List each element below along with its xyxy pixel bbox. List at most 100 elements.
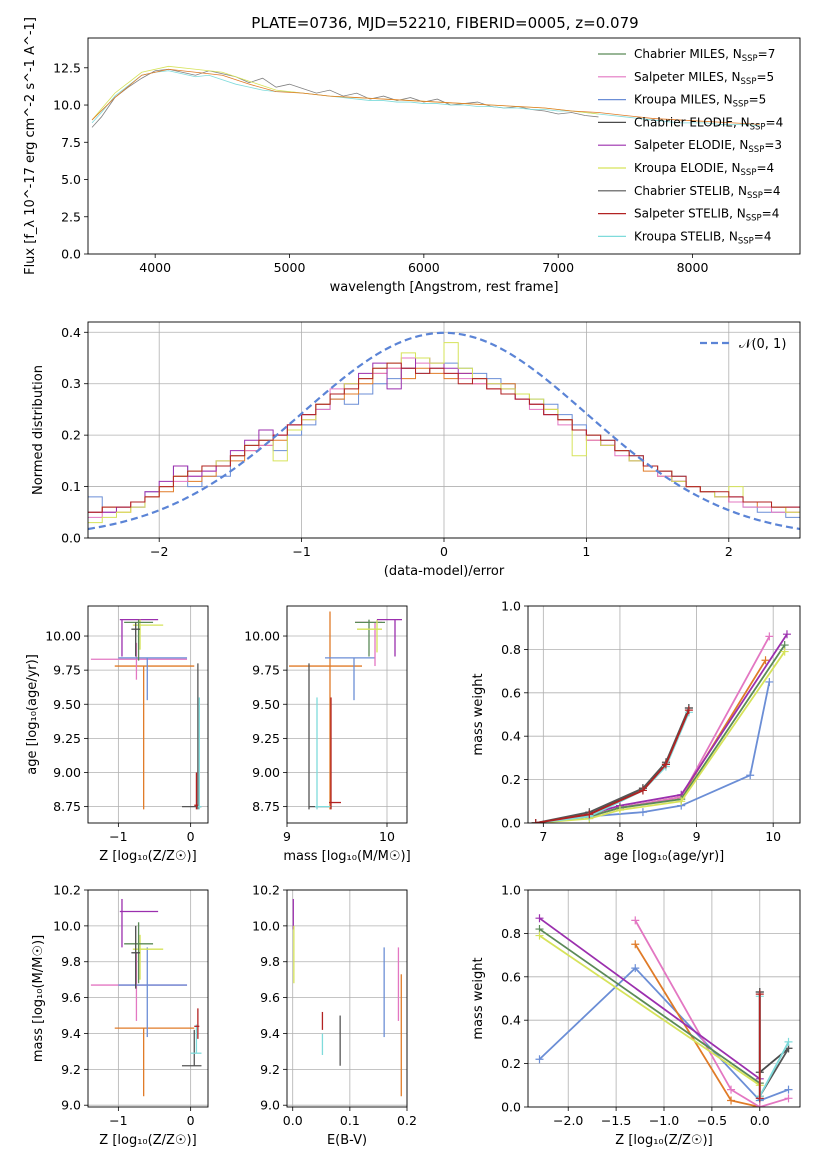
tick-label-y: 0.2 — [61, 428, 81, 443]
tick-label-y: 8.75 — [53, 799, 81, 814]
series-line-3 — [538, 917, 761, 1080]
gaussian-curve — [88, 331, 800, 531]
tick-label-y: 9.00 — [53, 765, 81, 780]
ylabel: Normed distribution — [31, 365, 46, 495]
tick-label-y: 0.6 — [501, 685, 521, 700]
axes-frame — [286, 605, 408, 824]
axes-frame — [87, 889, 209, 1108]
data-point — [761, 656, 770, 665]
series-line-3 — [535, 633, 788, 823]
data-point — [784, 1085, 793, 1094]
tick-label-y: 9.25 — [53, 731, 81, 746]
tick-label-x: 0.0 — [750, 1113, 770, 1128]
tick-label-y: 9.2 — [61, 1062, 81, 1077]
data-point — [755, 990, 764, 999]
data-point — [638, 808, 647, 817]
data-point — [535, 931, 544, 940]
series-line-5 — [538, 934, 761, 1087]
tick-label-y: 0.1 — [61, 479, 81, 494]
ylabel: age [log₁₀(age/yr)] — [25, 654, 40, 775]
tick-label-y: 10.00 — [45, 629, 81, 644]
data-point — [615, 805, 624, 814]
tick-label-x: 6000 — [408, 260, 440, 275]
series-line-3 — [91, 68, 760, 125]
data-point — [677, 797, 686, 806]
ylabel: mass weight — [471, 673, 486, 755]
legend-label: Kroupa STELIB, NSSP=4 — [634, 229, 772, 246]
chart-mass_weight_vs_age: 7 8 9 10 0.0 0.2 0.4 0.6 0.8 1.0 age [log₁₀(age/yr… — [471, 599, 801, 864]
axes-frame — [87, 605, 209, 824]
legend-label: Chabrier MILES, NSSP=7 — [634, 47, 775, 64]
legend-label: Kroupa MILES, NSSP=5 — [634, 93, 766, 110]
tick-label-x: −2 — [150, 544, 168, 559]
series-line-4 — [535, 644, 786, 823]
tick-label-x: 8000 — [677, 260, 709, 275]
tick-label-x: −0.5 — [697, 1113, 727, 1128]
chart-residuals: −2 −1 0 1 2 0.0 0.1 0.2 0.3 0.4 (data-model)/error… — [31, 321, 801, 579]
chart-mass_vs_Z: −1 0 9.0 9.2 9.4 9.6 9.8 10.0 10.2 Z [log₁₀(Z/Z☉)… — [31, 883, 209, 1148]
tick-label-x: −1 — [292, 544, 310, 559]
ylabel: mass weight — [471, 957, 486, 1039]
axes-frame — [286, 889, 408, 1108]
tick-label-x: 4000 — [139, 260, 171, 275]
tick-label-x: 0 — [187, 1113, 195, 1128]
tick-label-y: 9.8 — [260, 954, 280, 969]
tick-label-x: 0.2 — [397, 1113, 417, 1128]
tick-label-x: −1 — [109, 829, 127, 844]
data-point — [755, 1094, 764, 1103]
tick-label-y: 0.4 — [61, 325, 81, 340]
xlabel: (data-model)/error — [384, 564, 505, 579]
series-line-1 — [535, 659, 767, 823]
tick-label-y: 2.5 — [61, 209, 81, 224]
tick-label-y: 0.8 — [501, 642, 521, 657]
axes-frame — [87, 37, 801, 255]
tick-label-y: 7.5 — [61, 135, 81, 150]
plot-area-mass_vs_ebv — [292, 898, 402, 1097]
tick-label-x: 0.1 — [340, 1113, 360, 1128]
xlabel: Z [log₁₀(Z/Z☉)] — [99, 849, 196, 864]
tick-label-y: 12.5 — [53, 60, 81, 75]
tick-label-x: −1 — [109, 1113, 127, 1128]
tick-label-y: 1.0 — [501, 599, 521, 614]
ylabel: Flux [f_λ 10^-17 erg cm^-2 s^-1 A^-1] — [23, 17, 38, 275]
chart-age_vs_mass: 9 10 8.75 9.00 9.25 9.50 9.75 10.00 mass [log₁₀(… — [244, 605, 411, 864]
series-line-2 — [91, 65, 599, 121]
legend-label: Chabrier ELODIE, NSSP=4 — [634, 115, 783, 132]
xlabel: wavelength [Angstrom, rest frame] — [330, 280, 559, 295]
legend-label: Salpeter MILES, NSSP=5 — [634, 70, 774, 87]
data-point — [765, 677, 774, 686]
tick-label-y: 5.0 — [61, 172, 81, 187]
ylabel: mass [log₁₀(M/M☉)] — [31, 935, 46, 1062]
tick-label-x: 5000 — [274, 260, 306, 275]
tick-label-y: 9.50 — [53, 697, 81, 712]
legend-label: Salpeter ELODIE, NSSP=3 — [634, 138, 782, 155]
tick-label-y: 9.75 — [252, 663, 280, 678]
tick-label-y: 0.0 — [501, 1100, 521, 1115]
plot-area-age_vs_Z — [90, 618, 202, 810]
chart-spectrum: 4000 5000 6000 7000 8000 0.0 2.5 5.0 7.5 10.0 12.5… — [23, 17, 801, 295]
chart-age_vs_Z: −1 0 8.75 9.00 9.25 9.50 9.75 10.00 Z [log₁₀(Z/Z… — [25, 605, 209, 864]
tick-label-x: 0.0 — [283, 1113, 303, 1128]
tick-label-y: 1.0 — [501, 883, 521, 898]
tick-label-x: −2.0 — [553, 1113, 583, 1128]
series-line-0 — [91, 68, 599, 128]
series-line-2 — [535, 635, 771, 823]
tick-label-y: 0.2 — [501, 772, 521, 787]
data-point — [638, 786, 647, 795]
tick-label-x: 10 — [765, 829, 781, 844]
data-point — [727, 1085, 736, 1094]
tick-label-x: 7000 — [542, 260, 574, 275]
data-point — [535, 914, 544, 923]
tick-label-x: 1 — [582, 544, 590, 559]
tick-label-y: 9.00 — [252, 765, 280, 780]
tick-label-y: 0.0 — [61, 531, 81, 546]
xlabel: E(B-V) — [327, 1133, 367, 1148]
tick-label-y: 0.3 — [61, 376, 81, 391]
data-point — [784, 1094, 793, 1103]
chart-mass_vs_ebv: 0.0 0.1 0.2 9.0 9.2 9.4 9.6 9.8 10.0 10.2 E(B-V) — [252, 883, 417, 1149]
tick-label-y: 0.0 — [501, 816, 521, 831]
plot-area-residuals — [88, 331, 800, 531]
legend-label: Chabrier STELIB, NSSP=4 — [634, 184, 781, 201]
tick-label-y: 10.2 — [53, 883, 81, 898]
tick-label-y: 0.0 — [61, 247, 81, 262]
